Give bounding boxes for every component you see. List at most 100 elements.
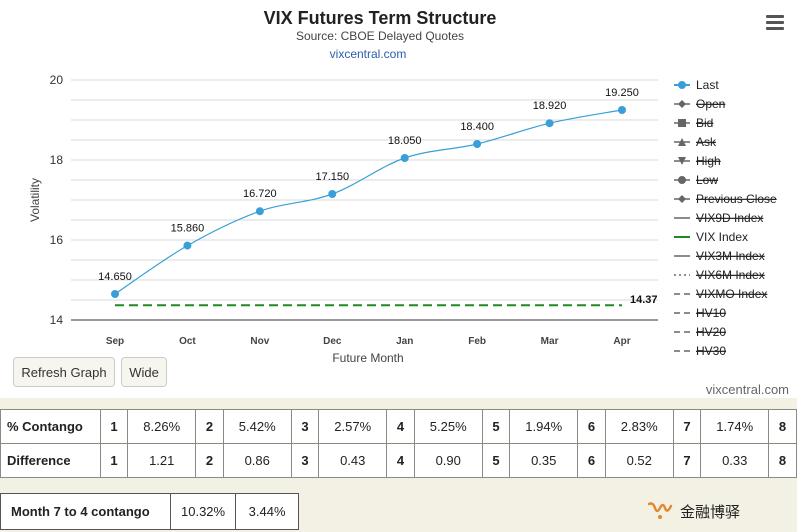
month-number: 3 (290, 443, 320, 478)
legend-label: VIX6M Index (696, 268, 765, 282)
legend-label: HV20 (696, 325, 726, 339)
wide-button[interactable]: Wide (121, 357, 167, 387)
legend-marker (678, 81, 686, 89)
y-axis-title: Volatility (28, 178, 42, 222)
chart-subtitle: Source: CBOE Delayed Quotes (296, 29, 464, 43)
data-label-last: 17.150 (315, 171, 349, 183)
table-row: Difference 1 1.21 2 0.86 3 0.43 4 0.90 5… (0, 443, 797, 478)
month-number: 8 (768, 409, 797, 444)
contango-value: 5.25% (413, 409, 483, 444)
legend-item[interactable]: High (674, 154, 721, 168)
legend-label: VIX Index (696, 230, 748, 244)
chart-title: VIX Futures Term Structure (264, 8, 497, 28)
legend: Last Open Bid Ask High Low Previous Close VIX9D… (674, 78, 777, 358)
row-label: Month 7 to 4 contango (0, 493, 171, 530)
month-number: 2 (195, 443, 224, 478)
data-label-last: 14.650 (98, 271, 132, 283)
difference-value: 0.90 (413, 443, 483, 478)
legend-item[interactable]: VIX6M Index (674, 268, 765, 282)
month7to4-value-1: 10.32% (169, 493, 237, 530)
table-row: Month 7 to 4 contango 10.32% 3.44% (0, 493, 300, 530)
data-point-last (183, 241, 192, 250)
legend-marker (678, 138, 686, 146)
row-label: % Contango (0, 409, 101, 444)
data-point-last (111, 290, 119, 298)
month-number: 7 (672, 443, 702, 478)
month7to4-value-2: 3.44% (235, 493, 300, 530)
difference-value: 1.21 (127, 443, 197, 478)
y-tick-label: 18 (50, 153, 64, 167)
data-label-last: 19.250 (605, 87, 639, 99)
contango-value: 1.94% (509, 409, 579, 444)
contango-value: 1.74% (700, 409, 770, 444)
legend-label: Low (696, 173, 718, 187)
month-number: 6 (577, 409, 606, 444)
legend-item[interactable]: VIXMO Index (674, 287, 767, 301)
legend-marker (678, 157, 686, 165)
difference-value: 0.52 (604, 443, 674, 478)
legend-item[interactable]: Bid (674, 116, 713, 130)
x-tick-label: Dec (323, 336, 342, 347)
month-number: 1 (99, 443, 129, 478)
difference-value: 0.86 (222, 443, 292, 478)
legend-label: HV30 (696, 344, 726, 358)
legend-item[interactable]: Previous Close (674, 192, 777, 206)
legend-marker (678, 100, 686, 108)
legend-item[interactable]: VIX Index (674, 230, 748, 244)
legend-item[interactable]: Last (674, 78, 719, 92)
difference-value: 0.43 (318, 443, 388, 478)
watermark-text: 金融博驿 (680, 502, 741, 521)
month-number: 4 (386, 409, 415, 444)
y-tick-label: 20 (50, 73, 64, 87)
x-tick-label: Feb (468, 336, 486, 347)
x-tick-label: Nov (250, 336, 269, 347)
month-number: 1 (99, 409, 129, 444)
hamburger-menu-icon[interactable] (766, 15, 784, 31)
row-label: Difference (0, 443, 101, 478)
legend-item[interactable]: Open (674, 97, 725, 111)
month-number: 5 (481, 409, 511, 444)
credit-link[interactable]: vixcentral.com (706, 382, 789, 397)
data-label-vix-index: 14.37 (630, 294, 658, 306)
contango-value: 5.42% (222, 409, 292, 444)
legend-item[interactable]: VIX3M Index (674, 249, 765, 263)
legend-marker (678, 176, 686, 184)
month-number: 5 (481, 443, 511, 478)
x-axis-title: Future Month (332, 351, 403, 365)
legend-label: Ask (696, 135, 717, 149)
legend-label: VIXMO Index (696, 287, 767, 301)
month-number: 3 (290, 409, 320, 444)
legend-label: Bid (696, 116, 713, 130)
legend-item[interactable]: Low (674, 173, 718, 187)
month-number: 8 (768, 443, 797, 478)
legend-marker (678, 119, 686, 127)
legend-item[interactable]: HV30 (674, 344, 726, 358)
month-number: 2 (195, 409, 224, 444)
legend-item[interactable]: VIX9D Index (674, 211, 763, 225)
month-number: 6 (577, 443, 606, 478)
contango-value: 2.57% (318, 409, 388, 444)
legend-label: Last (696, 78, 719, 92)
legend-item[interactable]: HV10 (674, 306, 726, 320)
legend-label: Open (696, 97, 725, 111)
data-point-last (473, 140, 482, 148)
month7to4-table: Month 7 to 4 contango 10.32% 3.44% (0, 493, 300, 530)
data-label-last: 18.920 (533, 100, 567, 112)
data-point-last (255, 207, 264, 216)
y-tick-label: 16 (50, 233, 64, 247)
data-point-last (400, 154, 409, 162)
contango-value: 8.26% (127, 409, 197, 444)
x-tick-label: Jan (396, 336, 413, 347)
refresh-graph-button[interactable]: Refresh Graph (13, 357, 115, 387)
legend-item[interactable]: Ask (674, 135, 717, 149)
data-label-last: 18.400 (460, 121, 494, 133)
y-tick-label: 14 (50, 313, 64, 327)
month-number: 7 (672, 409, 702, 444)
wechat-channel-icon (647, 502, 673, 519)
legend-item[interactable]: HV20 (674, 325, 726, 339)
month-number: 4 (386, 443, 415, 478)
data-label-last: 18.050 (388, 135, 422, 147)
chart: VIX Futures Term Structure Source: CBOE … (28, 8, 789, 397)
source-link[interactable]: vixcentral.com (330, 47, 407, 61)
contango-table: % Contango 1 8.26% 2 5.42% 3 2.57% 4 5.2… (0, 409, 797, 478)
